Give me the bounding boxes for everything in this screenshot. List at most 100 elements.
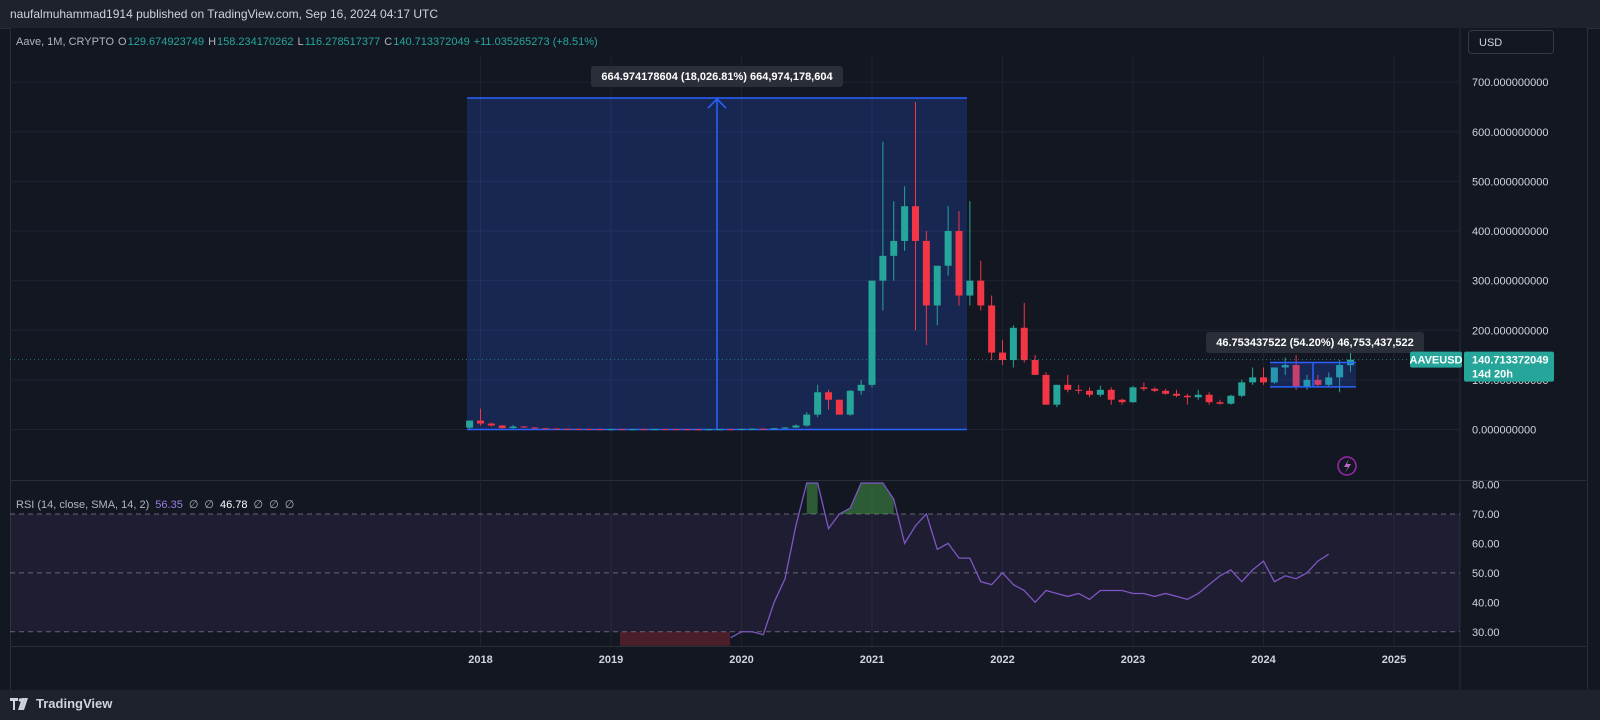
symbol-name: Aave, 1M, CRYPTO	[16, 36, 115, 48]
candle-body	[1096, 389, 1104, 395]
candle-body	[672, 429, 680, 431]
candle-body	[1183, 395, 1191, 398]
candle-body	[922, 240, 930, 306]
candle-body	[716, 429, 724, 431]
candle-body	[1292, 364, 1300, 388]
time-tick-label: 2020	[729, 654, 753, 666]
candle-body	[1216, 402, 1224, 404]
candle-body	[868, 280, 876, 385]
candle-body	[814, 392, 822, 415]
price-tick-label: 400.000000000	[1472, 226, 1548, 238]
candle-body	[1238, 382, 1246, 396]
bottom-bar: TradingView	[0, 690, 1600, 720]
candle-body	[694, 429, 702, 431]
candle-body	[1086, 390, 1093, 395]
candle-body	[1314, 379, 1322, 385]
rsi-value: 56.35	[155, 498, 183, 511]
candle-body	[1336, 364, 1344, 378]
candle-body	[1281, 364, 1289, 368]
rsi-pane: 30.00 40.00 50.00 60.00 70.00 80.00	[10, 480, 1500, 646]
price-tick-label: 500.000000000	[1472, 176, 1548, 188]
rsi-overbought-fill	[806, 483, 818, 514]
high-value: 158.234170262	[217, 36, 294, 48]
time-tick-label: 2018	[468, 654, 492, 666]
low-value: 116.278517377	[304, 36, 381, 48]
measure-big-label-box	[591, 66, 843, 87]
candle-body	[1249, 377, 1257, 383]
candle-body	[1053, 384, 1061, 405]
candle-body	[955, 231, 963, 296]
candle-body	[498, 425, 506, 429]
candle-body	[857, 384, 865, 391]
candle-body	[1064, 384, 1072, 390]
close-key: C	[384, 36, 393, 48]
candle-body	[509, 426, 517, 429]
candle-body	[1194, 394, 1202, 398]
candle-body	[727, 429, 735, 431]
price-tick-label: 200.000000000	[1472, 325, 1548, 337]
symbol-tag: AAVEUSD	[1410, 355, 1463, 367]
rsi-tick-label: 40.00	[1472, 597, 1500, 609]
candle-body	[477, 420, 484, 424]
symbol-legend: Aave, 1M, CRYPTO O 129.674923749 H 158.234…	[16, 36, 598, 48]
open-value: 129.674923749	[127, 36, 205, 48]
candle-body	[825, 392, 832, 400]
rsi-indicator-name[interactable]: RSI (14, close, SMA, 14, 2)	[16, 498, 150, 511]
candle-body	[738, 429, 745, 431]
candle-body	[879, 255, 887, 281]
rsi-line	[730, 482, 1330, 639]
price-tag-countdown: 14d 20h	[1472, 369, 1513, 381]
candle-body	[988, 305, 996, 353]
time-tick-label: 2025	[1382, 654, 1406, 666]
candle-body	[835, 399, 843, 415]
candle-body	[629, 429, 637, 431]
candle-body	[977, 280, 985, 306]
price-tag-value: 140.713372049	[1472, 355, 1548, 367]
candle-body	[1140, 387, 1148, 389]
candle-body	[770, 428, 778, 430]
chart-canvas[interactable]: 664.974178604 (18,026.81%) 664,974,178,6…	[0, 0, 1600, 690]
candle-body	[585, 428, 593, 430]
low-key: L	[297, 36, 304, 48]
price-range-measure-small: 46.753437522 (54.20%) 46,753,437,522	[1206, 332, 1424, 388]
candle-body	[705, 429, 713, 431]
lightning-icon	[1337, 456, 1357, 476]
measure-big-arrow-head	[707, 97, 727, 109]
rsi-tick-label: 70.00	[1472, 509, 1500, 521]
change-value: +11.035265273 (+8.51%)	[473, 36, 598, 48]
currency-button[interactable]: USD	[1468, 30, 1554, 54]
price-tag-box	[1464, 351, 1554, 382]
measure-big-label: 664.974178604 (18,026.81%) 664,974,178,6…	[601, 71, 833, 83]
candle-body	[1009, 327, 1017, 361]
candle-body	[1260, 377, 1267, 383]
candle-body	[966, 280, 974, 296]
labels-layer: AAVEUSD 140.713372049 14d 20h	[1337, 351, 1554, 476]
candle-body	[1303, 379, 1311, 388]
candle-body	[1325, 377, 1333, 385]
tradingview-logo[interactable]: TradingView	[10, 696, 112, 711]
rsi-legend: RSI (14, close, SMA, 14, 2) 56.35 ∅ ∅ 46…	[16, 498, 294, 512]
candle-body	[1162, 390, 1170, 394]
open-key: O	[118, 36, 127, 48]
high-key: H	[208, 36, 217, 48]
rsi-null-a: ∅	[188, 499, 199, 511]
candle-body	[618, 429, 626, 431]
close-value: 140.713372049	[393, 36, 470, 48]
candle-body	[1075, 389, 1083, 391]
candle-body	[1031, 360, 1039, 375]
candle-body	[999, 352, 1006, 361]
candle-body	[1227, 395, 1235, 404]
candle-body	[487, 423, 495, 426]
candle-body	[520, 426, 528, 428]
candle-body	[944, 231, 952, 266]
candle-body	[748, 428, 756, 430]
candle-body	[803, 414, 811, 426]
candle-body	[466, 420, 474, 428]
rsi-sma-value: 46.78	[220, 498, 248, 511]
tradingview-brand-text: TradingView	[36, 696, 113, 711]
rsi-oversold-fill	[620, 631, 730, 646]
time-tick-label: 2024	[1251, 654, 1276, 666]
price-tick-label: 0.000000000	[1472, 425, 1536, 437]
rsi-tick-label: 60.00	[1472, 538, 1500, 550]
price-tick-label: 600.000000000	[1472, 127, 1548, 139]
